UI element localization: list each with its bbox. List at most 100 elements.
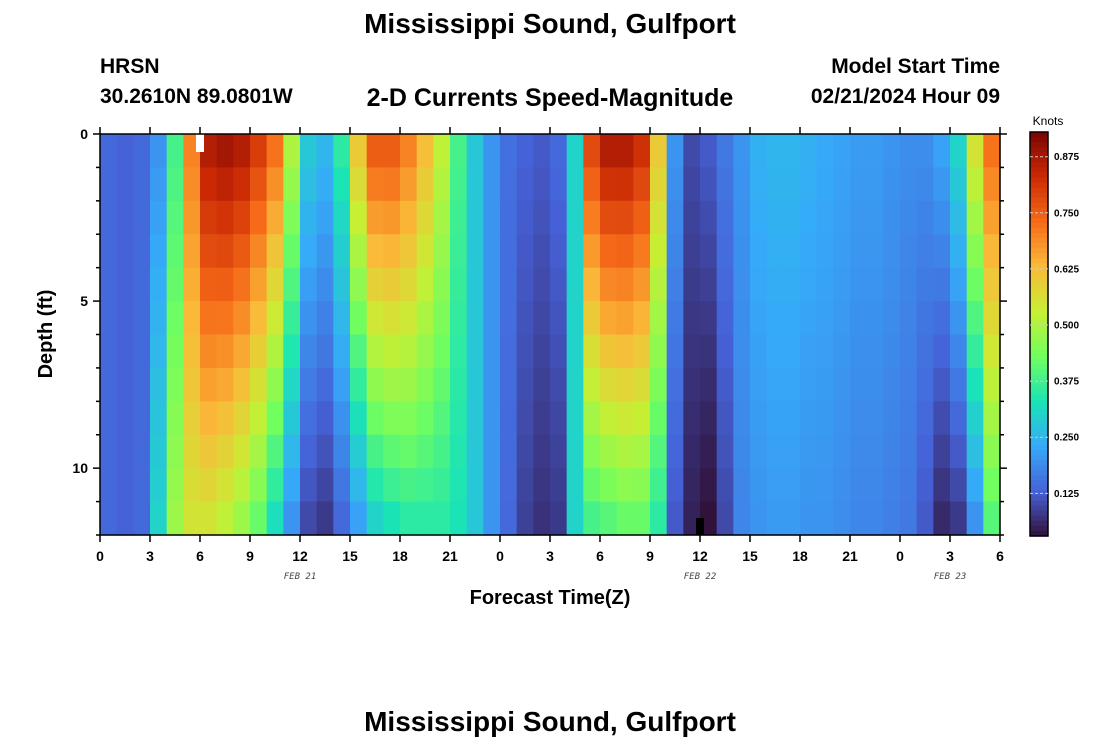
heatmap-cell: [550, 468, 568, 503]
colorbar-segment: [1030, 359, 1048, 365]
heatmap-cell: [483, 501, 501, 536]
heatmap-cell: [383, 468, 401, 503]
heatmap-cell: [166, 401, 184, 436]
heatmap-cell: [216, 234, 234, 269]
heatmap-cell: [500, 434, 518, 469]
heatmap-cell: [166, 134, 184, 169]
heatmap-cell: [100, 267, 118, 302]
heatmap-cell: [316, 267, 334, 302]
heatmap-cell: [616, 367, 634, 402]
heatmap-cell: [233, 334, 251, 369]
colorbar-frame: [1029, 131, 1049, 537]
heatmap-cell: [950, 167, 968, 202]
heatmap-cell: [533, 134, 551, 169]
heatmap-cell: [433, 167, 451, 202]
colorbar-segment: [1030, 510, 1048, 517]
heatmap-cell: [616, 234, 634, 269]
colorbar-segment: [1030, 217, 1048, 224]
x-tick-label: 15: [742, 548, 758, 564]
x-tick-label: 6: [996, 548, 1004, 564]
colorbar-segment: [1030, 490, 1048, 497]
colorbar-tick-label: 0.125: [1054, 489, 1079, 500]
heatmap-cell: [283, 468, 301, 503]
heatmap-cell: [883, 501, 901, 536]
heatmap-cell: [183, 301, 201, 336]
heatmap-cell: [366, 234, 384, 269]
colorbar-segment: [1030, 440, 1048, 446]
heatmap-cell: [333, 134, 351, 169]
heatmap-cell: [183, 334, 201, 369]
heatmap-cell: [333, 334, 351, 369]
heatmap-cell: [100, 234, 118, 269]
colorbar-segment: [1030, 243, 1048, 249]
heatmap-cell: [966, 234, 984, 269]
heatmap-cell: [416, 134, 434, 169]
heatmap-cell: [783, 134, 801, 169]
heatmap-cell: [883, 134, 901, 169]
heatmap-cell: [566, 200, 584, 235]
heatmap-cell: [883, 401, 901, 436]
heatmap-cell: [416, 301, 434, 336]
heatmap-cell: [766, 367, 784, 402]
heatmap-cell: [966, 434, 984, 469]
heatmap-cell: [966, 367, 984, 402]
heatmap-cell: [166, 334, 184, 369]
heatmap-cell: [416, 234, 434, 269]
heatmap-cell: [500, 301, 518, 336]
colorbar-segment: [1030, 445, 1048, 451]
heatmap-cell: [166, 200, 184, 235]
heatmap-cell: [166, 367, 184, 402]
heatmap-cell: [666, 501, 684, 536]
heatmap-cell: [583, 334, 601, 369]
heatmap-cell: [450, 401, 468, 436]
heatmap-cell: [833, 234, 851, 269]
x-tick-label: 15: [342, 548, 358, 564]
heatmap-cell: [233, 267, 251, 302]
colorbar-segment: [1030, 349, 1048, 355]
heatmap-cell: [283, 234, 301, 269]
colorbar-segment: [1030, 253, 1048, 259]
heatmap-cell: [600, 468, 618, 503]
heatmap-cell: [916, 134, 934, 169]
heatmap-cell: [666, 200, 684, 235]
heatmap-cell: [633, 501, 651, 536]
heatmap-cell: [950, 434, 968, 469]
heatmap-cell: [316, 367, 334, 402]
heatmap-cell: [833, 434, 851, 469]
heatmap-cell: [816, 468, 834, 503]
heatmap-cell: [733, 434, 751, 469]
heatmap-cell: [700, 367, 718, 402]
colorbar-segment: [1030, 435, 1048, 441]
heatmap-cell: [200, 501, 218, 536]
heatmap-cell: [666, 134, 684, 169]
heatmap-cell: [733, 167, 751, 202]
heatmap-cell: [250, 167, 268, 202]
heatmap-cell: [683, 468, 701, 503]
heatmap-cell: [150, 401, 168, 436]
colorbar-segment: [1030, 520, 1048, 527]
heatmap-cell: [633, 134, 651, 169]
heatmap-cell: [833, 134, 851, 169]
heatmap-cell: [366, 200, 384, 235]
heatmap-cell: [150, 468, 168, 503]
heatmap-cell: [816, 501, 834, 536]
heatmap-cell: [833, 468, 851, 503]
heatmap-cell: [683, 200, 701, 235]
heatmap-cell: [400, 367, 418, 402]
colorbar-segment: [1030, 298, 1048, 305]
station-id: HRSN: [100, 55, 160, 78]
heatmap-cell: [866, 334, 884, 369]
heatmap-cell: [133, 134, 151, 169]
colorbar-segment: [1030, 394, 1048, 401]
colorbar-tick-label: 0.250: [1054, 433, 1079, 444]
heatmap-cell: [616, 134, 634, 169]
heatmap-cell: [800, 468, 818, 503]
heatmap-cell: [416, 167, 434, 202]
heatmap-cell: [600, 267, 618, 302]
heatmap-cell: [933, 200, 951, 235]
heatmap-cell: [650, 401, 668, 436]
colorbar-segment: [1030, 313, 1048, 320]
colorbar-segment: [1030, 374, 1048, 381]
heatmap-cell: [133, 468, 151, 503]
heatmap-cell: [283, 301, 301, 336]
